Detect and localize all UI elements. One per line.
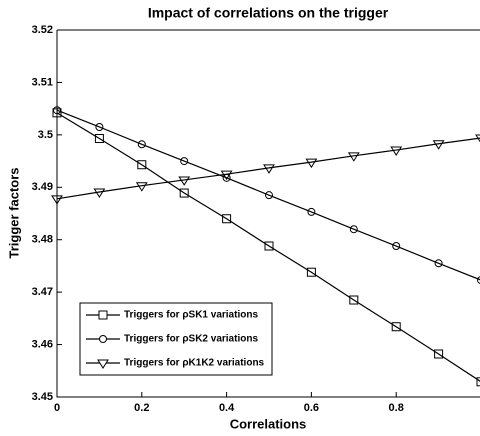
- marker: [137, 140, 146, 149]
- marker: [98, 310, 108, 320]
- marker: [263, 164, 275, 174]
- marker: [51, 195, 63, 205]
- x-tick-label: 0.6: [304, 402, 319, 414]
- y-tick-label: 3.49: [32, 181, 53, 193]
- marker: [434, 259, 443, 268]
- marker: [477, 276, 480, 284]
- marker: [307, 207, 316, 216]
- legend-label: Triggers for ρSK1 variations: [124, 310, 258, 321]
- x-tick-label: 0.4: [219, 402, 235, 414]
- y-tick-label: 3.51: [32, 76, 53, 88]
- marker: [391, 322, 401, 332]
- marker: [52, 108, 62, 118]
- marker: [135, 182, 148, 192]
- x-tick-label: 0.2: [134, 402, 149, 414]
- marker: [265, 191, 273, 200]
- marker: [349, 225, 358, 234]
- marker: [95, 122, 104, 131]
- legend-label: Triggers for ρK1K2 variations: [124, 358, 265, 369]
- y-tick-label: 3.5: [38, 129, 53, 141]
- marker: [53, 106, 61, 115]
- x-tick-label: 0: [54, 402, 60, 414]
- y-tick-label: 3.45: [32, 391, 53, 403]
- series-line: [56, 109, 480, 281]
- marker: [93, 188, 106, 198]
- marker: [137, 160, 147, 170]
- marker: [349, 295, 359, 305]
- marker: [476, 377, 480, 387]
- y-tick-label: 3.52: [32, 24, 53, 36]
- marker: [178, 176, 191, 186]
- marker: [264, 241, 274, 251]
- marker: [179, 188, 189, 198]
- y-tick-label: 3.46: [32, 338, 53, 350]
- x-tick-label: 0.8: [389, 402, 404, 414]
- marker: [434, 349, 444, 359]
- marker: [99, 335, 107, 343]
- y-tick-label: 3.47: [32, 286, 53, 298]
- marker: [432, 140, 445, 150]
- legend-label: Triggers for ρSK2 variations: [124, 334, 258, 345]
- marker: [180, 157, 189, 166]
- series-line: [56, 112, 480, 382]
- y-axis-label: Trigger factors: [6, 167, 21, 258]
- y-tick-label: 3.48: [32, 234, 53, 246]
- marker: [305, 158, 318, 169]
- marker: [220, 170, 233, 181]
- marker: [97, 359, 109, 369]
- marker: [392, 242, 401, 251]
- marker: [94, 134, 104, 144]
- marker: [306, 267, 316, 277]
- marker: [475, 134, 480, 143]
- x-axis-label: Correlations: [230, 416, 307, 431]
- series-line: [56, 137, 480, 200]
- marker: [390, 146, 403, 157]
- chart-title: Impact of correlations on the trigger: [148, 5, 389, 21]
- marker: [347, 152, 360, 162]
- marker: [222, 214, 232, 224]
